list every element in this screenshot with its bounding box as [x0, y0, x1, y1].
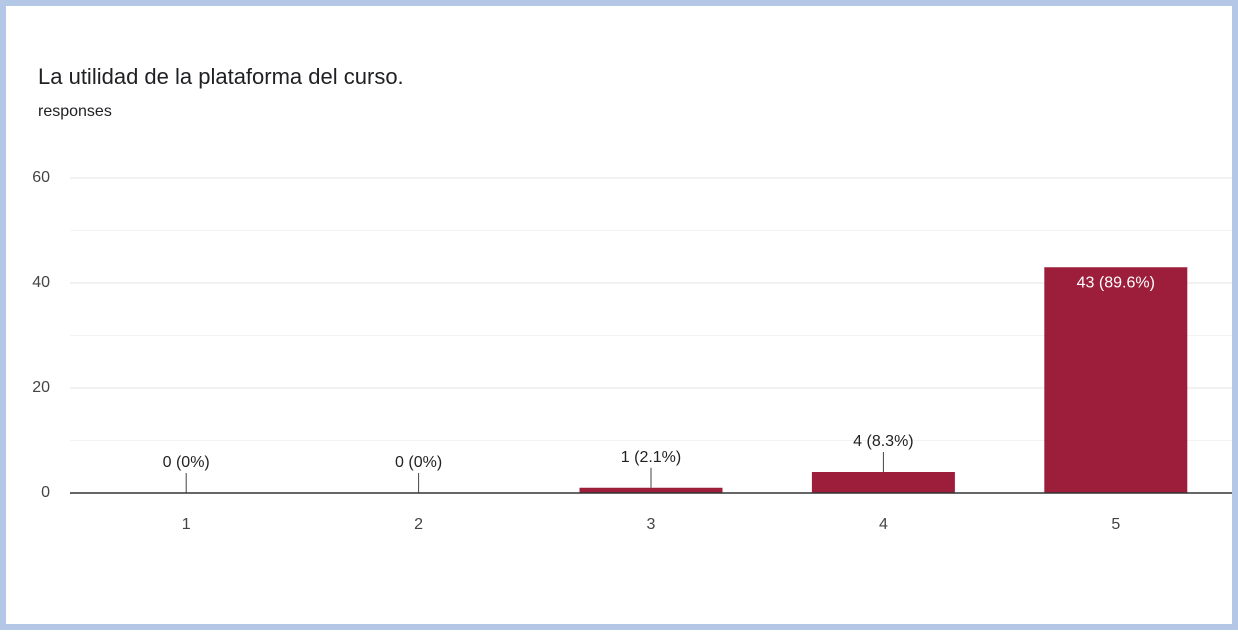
chart-subtitle: responses [38, 103, 112, 120]
data-label: 0 (0%) [395, 454, 442, 471]
data-label: 4 (8.3%) [853, 433, 913, 450]
x-tick-label: 5 [1111, 516, 1120, 533]
chart-title: La utilidad de la plataforma del curso. [38, 64, 404, 89]
bar [579, 487, 723, 493]
data-label: 0 (0%) [163, 454, 210, 471]
bar [1044, 267, 1188, 493]
y-tick-label: 60 [32, 169, 50, 186]
x-tick-label: 4 [879, 516, 888, 533]
y-tick-label: 0 [41, 484, 50, 501]
bar [811, 472, 955, 493]
y-tick-label: 40 [32, 274, 50, 291]
x-tick-label: 2 [414, 516, 423, 533]
x-tick-label: 1 [182, 516, 191, 533]
data-label: 1 (2.1%) [621, 449, 681, 466]
y-tick-label: 20 [32, 379, 50, 396]
data-label: 43 (89.6%) [1077, 274, 1155, 291]
x-tick-label: 3 [647, 516, 656, 533]
